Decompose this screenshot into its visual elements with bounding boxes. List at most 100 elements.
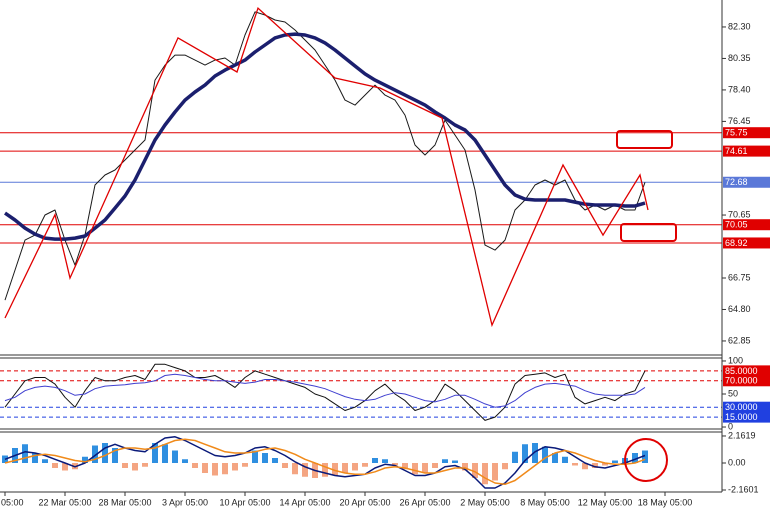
histogram-bar bbox=[152, 443, 158, 463]
level-label-box bbox=[723, 411, 770, 423]
y-tick-label: 0 bbox=[728, 421, 733, 431]
y-tick-label: 0.00 bbox=[728, 457, 746, 467]
highlight-box bbox=[616, 130, 673, 149]
histogram-bar bbox=[292, 463, 298, 475]
highlight-circle bbox=[624, 438, 668, 482]
x-tick-label: 20 Apr 05:00 bbox=[339, 497, 390, 507]
x-tick-label: 14 Apr 05:00 bbox=[279, 497, 330, 507]
level-label: 74.61 bbox=[725, 146, 748, 156]
x-tick-label: 3 Apr 05:00 bbox=[162, 497, 208, 507]
level-label-box bbox=[723, 365, 770, 377]
x-tick-label: 18 May 05:00 bbox=[638, 497, 693, 507]
y-tick-label: 82.30 bbox=[728, 21, 751, 31]
y-tick-label: 64.80 bbox=[728, 304, 751, 314]
y-tick-label: 66.75 bbox=[728, 272, 751, 282]
histogram-bar bbox=[452, 460, 458, 463]
x-tick-label: 22 Mar 05:00 bbox=[38, 497, 91, 507]
series-line bbox=[4, 32, 646, 241]
histogram-bar bbox=[382, 459, 388, 463]
x-tick-label: 10 Apr 05:00 bbox=[219, 497, 270, 507]
histogram-bar bbox=[462, 463, 468, 471]
level-label: 70.05 bbox=[725, 220, 748, 230]
histogram-bar bbox=[112, 448, 118, 463]
level-label: 30.0000 bbox=[725, 402, 758, 412]
histogram-bar bbox=[592, 463, 598, 468]
histogram-bar bbox=[162, 444, 168, 463]
level-label-box bbox=[723, 375, 770, 387]
series-line bbox=[4, 438, 646, 486]
histogram-bar bbox=[432, 463, 438, 468]
histogram-bar bbox=[92, 445, 98, 463]
histogram-bar bbox=[332, 463, 338, 476]
level-label-box bbox=[723, 145, 770, 157]
histogram-bar bbox=[42, 459, 48, 463]
histogram-bar bbox=[522, 444, 528, 463]
level-label: 15.0000 bbox=[725, 412, 758, 422]
histogram-bar bbox=[582, 463, 588, 470]
y-tick-label: 78.40 bbox=[728, 84, 751, 94]
histogram-bar bbox=[202, 463, 208, 473]
histogram-bar bbox=[222, 463, 228, 475]
histogram-bar bbox=[422, 463, 428, 473]
y-tick-label: 100 bbox=[728, 355, 743, 365]
histogram-bar bbox=[212, 463, 218, 476]
level-label: 70.0000 bbox=[725, 376, 758, 386]
histogram-bar bbox=[512, 451, 518, 463]
x-tick-label: 05:00 bbox=[1, 497, 24, 507]
level-label-box bbox=[723, 127, 770, 139]
series-line bbox=[4, 363, 646, 421]
histogram-bar bbox=[242, 463, 248, 467]
histogram-bar bbox=[362, 463, 368, 467]
histogram-bar bbox=[552, 453, 558, 463]
histogram-bar bbox=[502, 463, 508, 470]
histogram-bar bbox=[602, 463, 608, 466]
y-tick-label: 62.85 bbox=[728, 335, 751, 345]
histogram-bar bbox=[322, 463, 328, 477]
histogram-bar bbox=[342, 463, 348, 473]
histogram-bar bbox=[442, 459, 448, 463]
histogram-bar bbox=[412, 463, 418, 475]
histogram-bar bbox=[542, 446, 548, 463]
series-line bbox=[4, 11, 646, 301]
histogram-bar bbox=[82, 456, 88, 463]
histogram-bar bbox=[402, 463, 408, 470]
histogram-bar bbox=[32, 453, 38, 463]
histogram-bar bbox=[392, 463, 398, 466]
x-tick-label: 12 May 05:00 bbox=[578, 497, 633, 507]
level-label: 72.68 bbox=[725, 177, 748, 187]
histogram-bar bbox=[642, 450, 648, 463]
x-tick-label: 26 Apr 05:00 bbox=[399, 497, 450, 507]
histogram-bar bbox=[132, 463, 138, 471]
level-label: 85.0000 bbox=[725, 366, 758, 376]
histogram-bar bbox=[22, 444, 28, 463]
histogram-bar bbox=[632, 453, 638, 463]
histogram-bar bbox=[612, 460, 618, 463]
level-label: 75.75 bbox=[725, 128, 748, 138]
histogram-bar bbox=[182, 459, 188, 463]
histogram-bar bbox=[62, 463, 68, 471]
y-tick-label: 80.35 bbox=[728, 53, 751, 63]
histogram-bar bbox=[562, 456, 568, 463]
x-tick-label: 8 May 05:00 bbox=[520, 497, 570, 507]
series-line bbox=[4, 436, 646, 489]
histogram-bar bbox=[492, 463, 498, 481]
y-tick-label: 2.1619 bbox=[728, 430, 756, 440]
zigzag-line bbox=[4, 6, 649, 328]
histogram-bar bbox=[192, 463, 198, 468]
level-label-box bbox=[723, 176, 770, 188]
histogram-bar bbox=[572, 463, 578, 466]
histogram-bar bbox=[372, 458, 378, 463]
histogram-bar bbox=[52, 463, 58, 468]
x-tick-label: 2 May 05:00 bbox=[460, 497, 510, 507]
series-line bbox=[4, 373, 646, 408]
histogram-bar bbox=[472, 463, 478, 478]
histogram-bar bbox=[172, 450, 178, 463]
plot-area bbox=[0, 6, 726, 491]
y-tick-label: 50 bbox=[728, 388, 738, 398]
histogram-bar bbox=[142, 463, 148, 467]
histogram-bar bbox=[232, 463, 238, 471]
histogram-bar bbox=[302, 463, 308, 477]
histogram-bar bbox=[102, 443, 108, 463]
